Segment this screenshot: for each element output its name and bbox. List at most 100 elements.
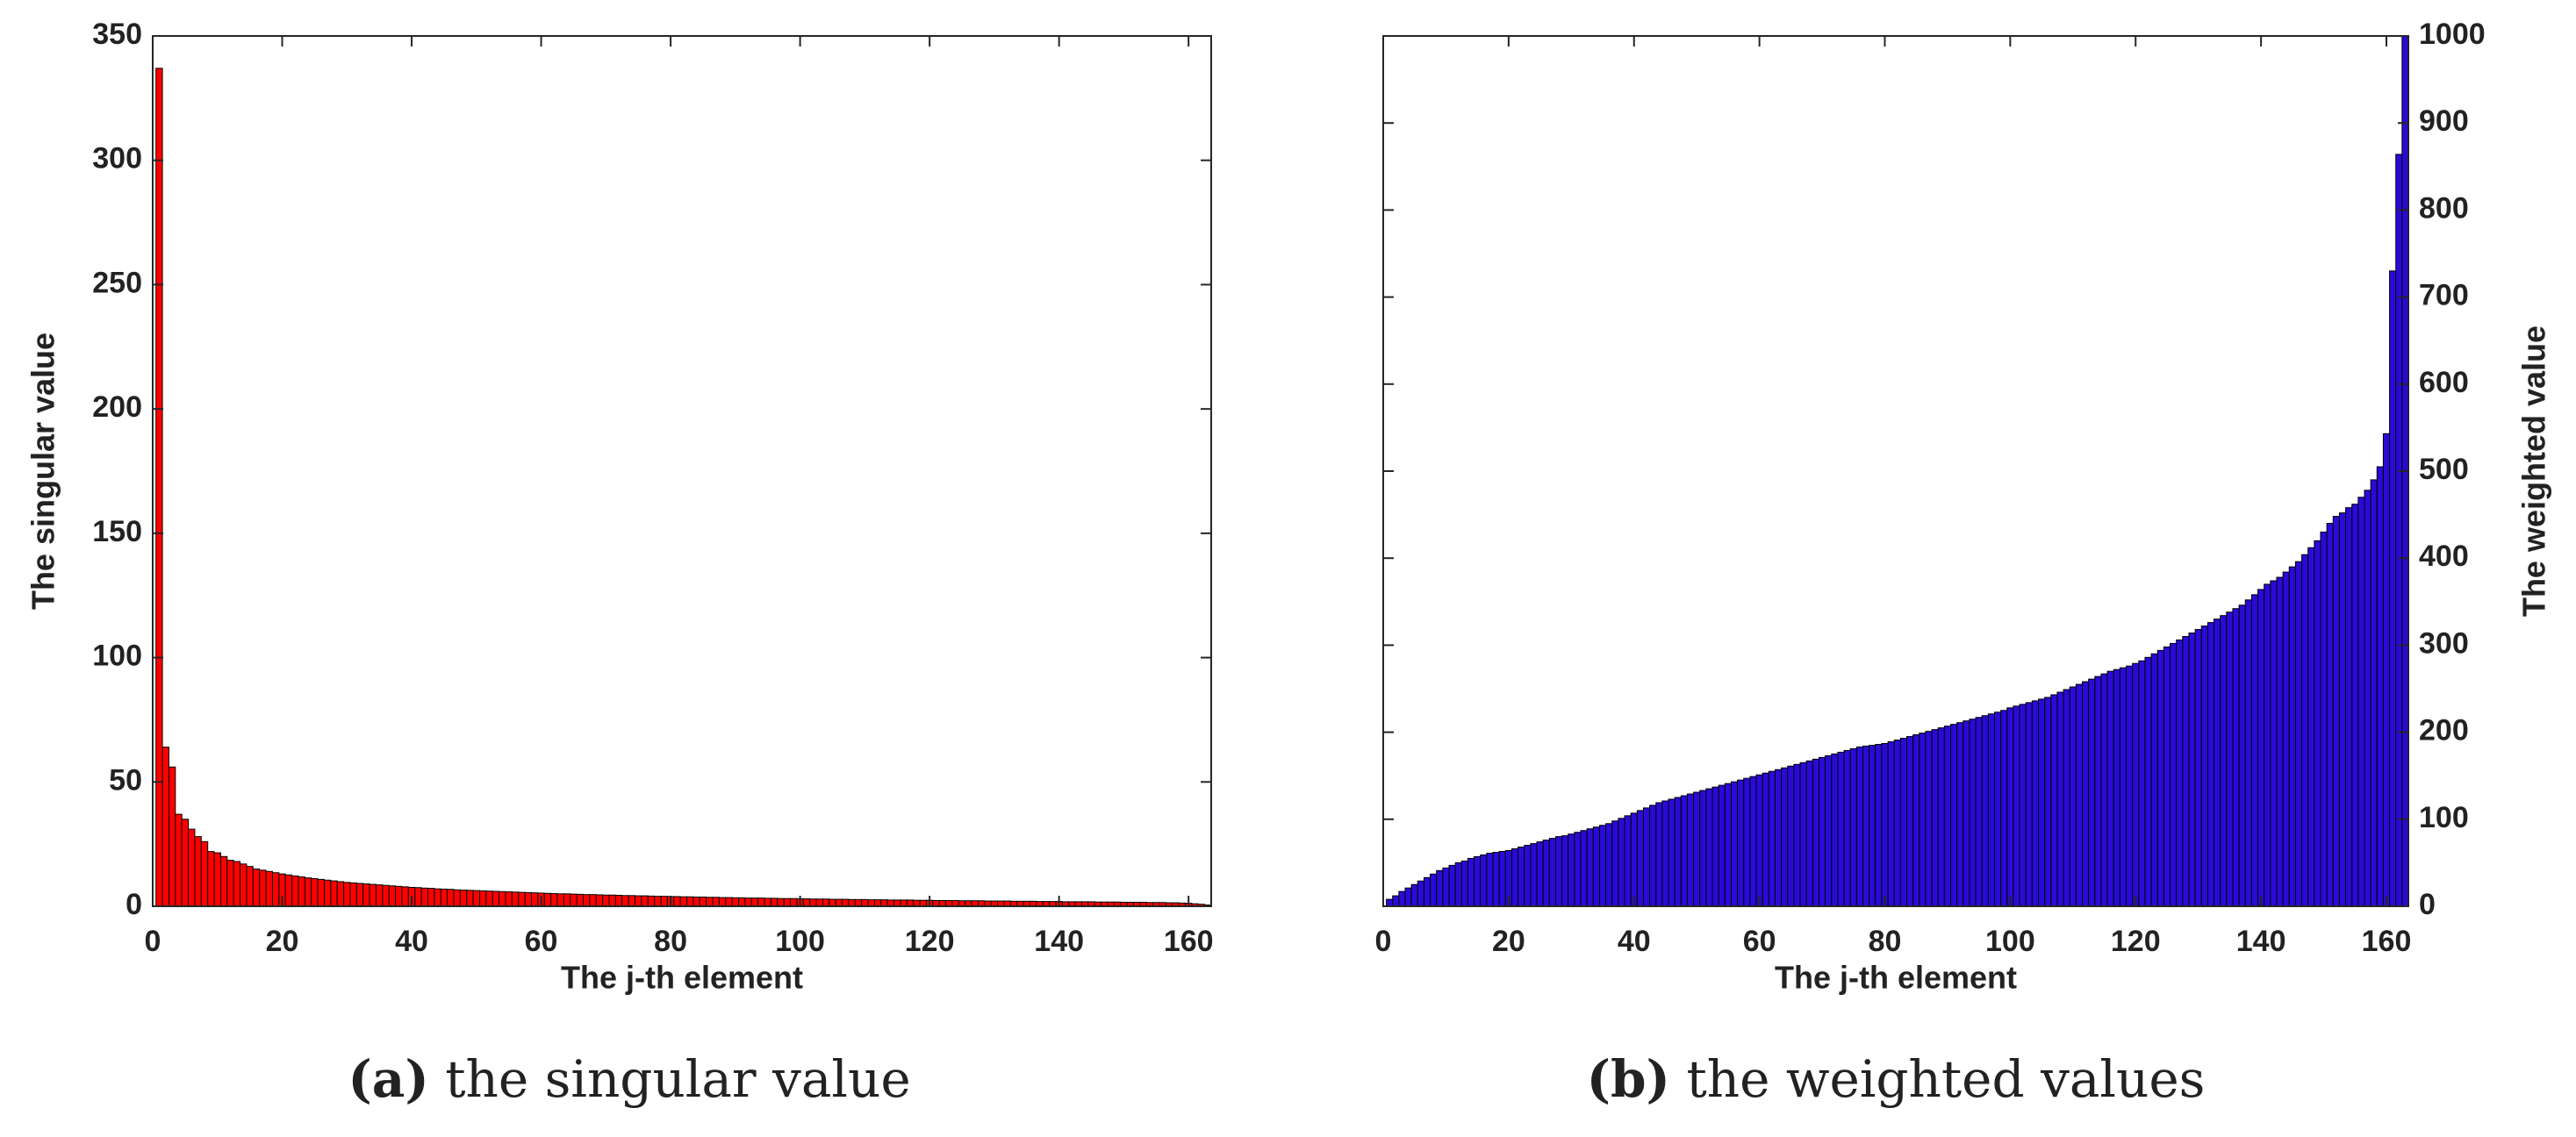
x-tick-label: 60 xyxy=(525,925,558,958)
bar xyxy=(2250,594,2259,907)
bar xyxy=(1730,781,1739,907)
axes-box xyxy=(152,35,1212,907)
bar xyxy=(660,896,668,907)
bar xyxy=(265,870,273,907)
bar xyxy=(252,868,261,907)
bar xyxy=(401,886,409,907)
bar xyxy=(1580,830,1588,907)
bar xyxy=(647,895,656,907)
bar xyxy=(478,890,487,907)
bar xyxy=(336,881,345,907)
x-tick-label: 140 xyxy=(2236,925,2286,958)
bar xyxy=(317,878,325,907)
bar xyxy=(2357,497,2365,907)
bar xyxy=(298,876,305,907)
bar xyxy=(1548,838,1556,907)
bar xyxy=(2000,710,2008,907)
bar xyxy=(1430,873,1438,907)
bar xyxy=(1598,825,1607,907)
bar xyxy=(1825,754,1833,907)
bar xyxy=(1554,836,1563,907)
bar xyxy=(595,894,604,907)
bar xyxy=(718,897,727,907)
bar xyxy=(1956,722,1964,907)
bar xyxy=(706,897,714,907)
bar xyxy=(1805,760,1813,907)
y-tick-label: 150 xyxy=(92,515,142,548)
bar xyxy=(2276,576,2284,907)
bar xyxy=(1510,848,1519,907)
x-tick-label: 100 xyxy=(1985,925,2035,958)
y-tick-label: 600 xyxy=(2419,366,2469,399)
bar xyxy=(1474,855,1482,907)
bar xyxy=(750,897,759,907)
y-axis-label: The weighted value xyxy=(2516,325,2552,617)
bar xyxy=(1404,887,1412,907)
bar xyxy=(2150,653,2158,907)
bar xyxy=(369,883,377,907)
y-tick-label: 0 xyxy=(2419,888,2436,921)
bar xyxy=(1586,828,1594,907)
bar xyxy=(1737,779,1745,907)
bar xyxy=(233,861,241,907)
x-tick-label: 60 xyxy=(1743,925,1776,958)
caption-label: (b) xyxy=(1587,1049,1670,1109)
x-tick-label: 20 xyxy=(1492,925,1525,958)
bar xyxy=(1649,804,1657,907)
bar xyxy=(499,890,506,907)
bar xyxy=(880,899,888,907)
bar xyxy=(1893,740,1901,907)
bar xyxy=(2282,571,2290,907)
bar xyxy=(2031,700,2040,907)
bar xyxy=(1454,862,1462,907)
bar xyxy=(388,885,397,907)
bar xyxy=(873,899,882,907)
bar xyxy=(1912,734,1920,907)
bar xyxy=(2156,649,2164,907)
x-tick-label: 160 xyxy=(1164,925,1214,958)
bar xyxy=(635,895,642,907)
x-tick-label: 40 xyxy=(1618,925,1651,958)
bar xyxy=(1787,765,1795,907)
bar xyxy=(777,897,785,907)
y-tick-label: 400 xyxy=(2419,540,2469,573)
bar xyxy=(1881,742,1889,907)
bar xyxy=(815,898,823,907)
caption-space xyxy=(429,1049,445,1109)
bar xyxy=(2244,599,2252,907)
bar xyxy=(1943,726,1952,907)
bar xyxy=(246,866,254,907)
bar xyxy=(1906,736,1914,907)
bar xyxy=(2364,490,2371,907)
bar xyxy=(1530,843,1538,907)
bar xyxy=(848,898,856,907)
y-tick-label: 0 xyxy=(126,888,142,921)
bar xyxy=(485,890,493,907)
bar xyxy=(2200,626,2208,907)
bar xyxy=(2132,662,2140,907)
bar xyxy=(2082,681,2090,907)
bar xyxy=(835,898,843,907)
bar xyxy=(1781,767,1789,907)
bar xyxy=(2264,583,2271,907)
x-tick-label: 100 xyxy=(775,925,825,958)
bar xyxy=(919,899,927,907)
y-tick-label: 500 xyxy=(2419,453,2469,486)
bar xyxy=(304,877,312,907)
bar xyxy=(1592,826,1600,907)
bar xyxy=(842,898,850,907)
bar xyxy=(2232,608,2240,907)
bar xyxy=(2338,512,2347,907)
bar xyxy=(213,852,221,907)
bar xyxy=(2106,670,2114,907)
bar xyxy=(1937,727,1945,907)
y-tick-label: 800 xyxy=(2419,191,2469,225)
bar xyxy=(1668,798,1675,907)
bar xyxy=(1642,807,1651,907)
bar xyxy=(628,895,636,907)
bar xyxy=(757,897,765,907)
bar xyxy=(2094,676,2102,907)
bar xyxy=(259,869,267,907)
bar xyxy=(1699,790,1707,907)
bar xyxy=(466,890,474,907)
